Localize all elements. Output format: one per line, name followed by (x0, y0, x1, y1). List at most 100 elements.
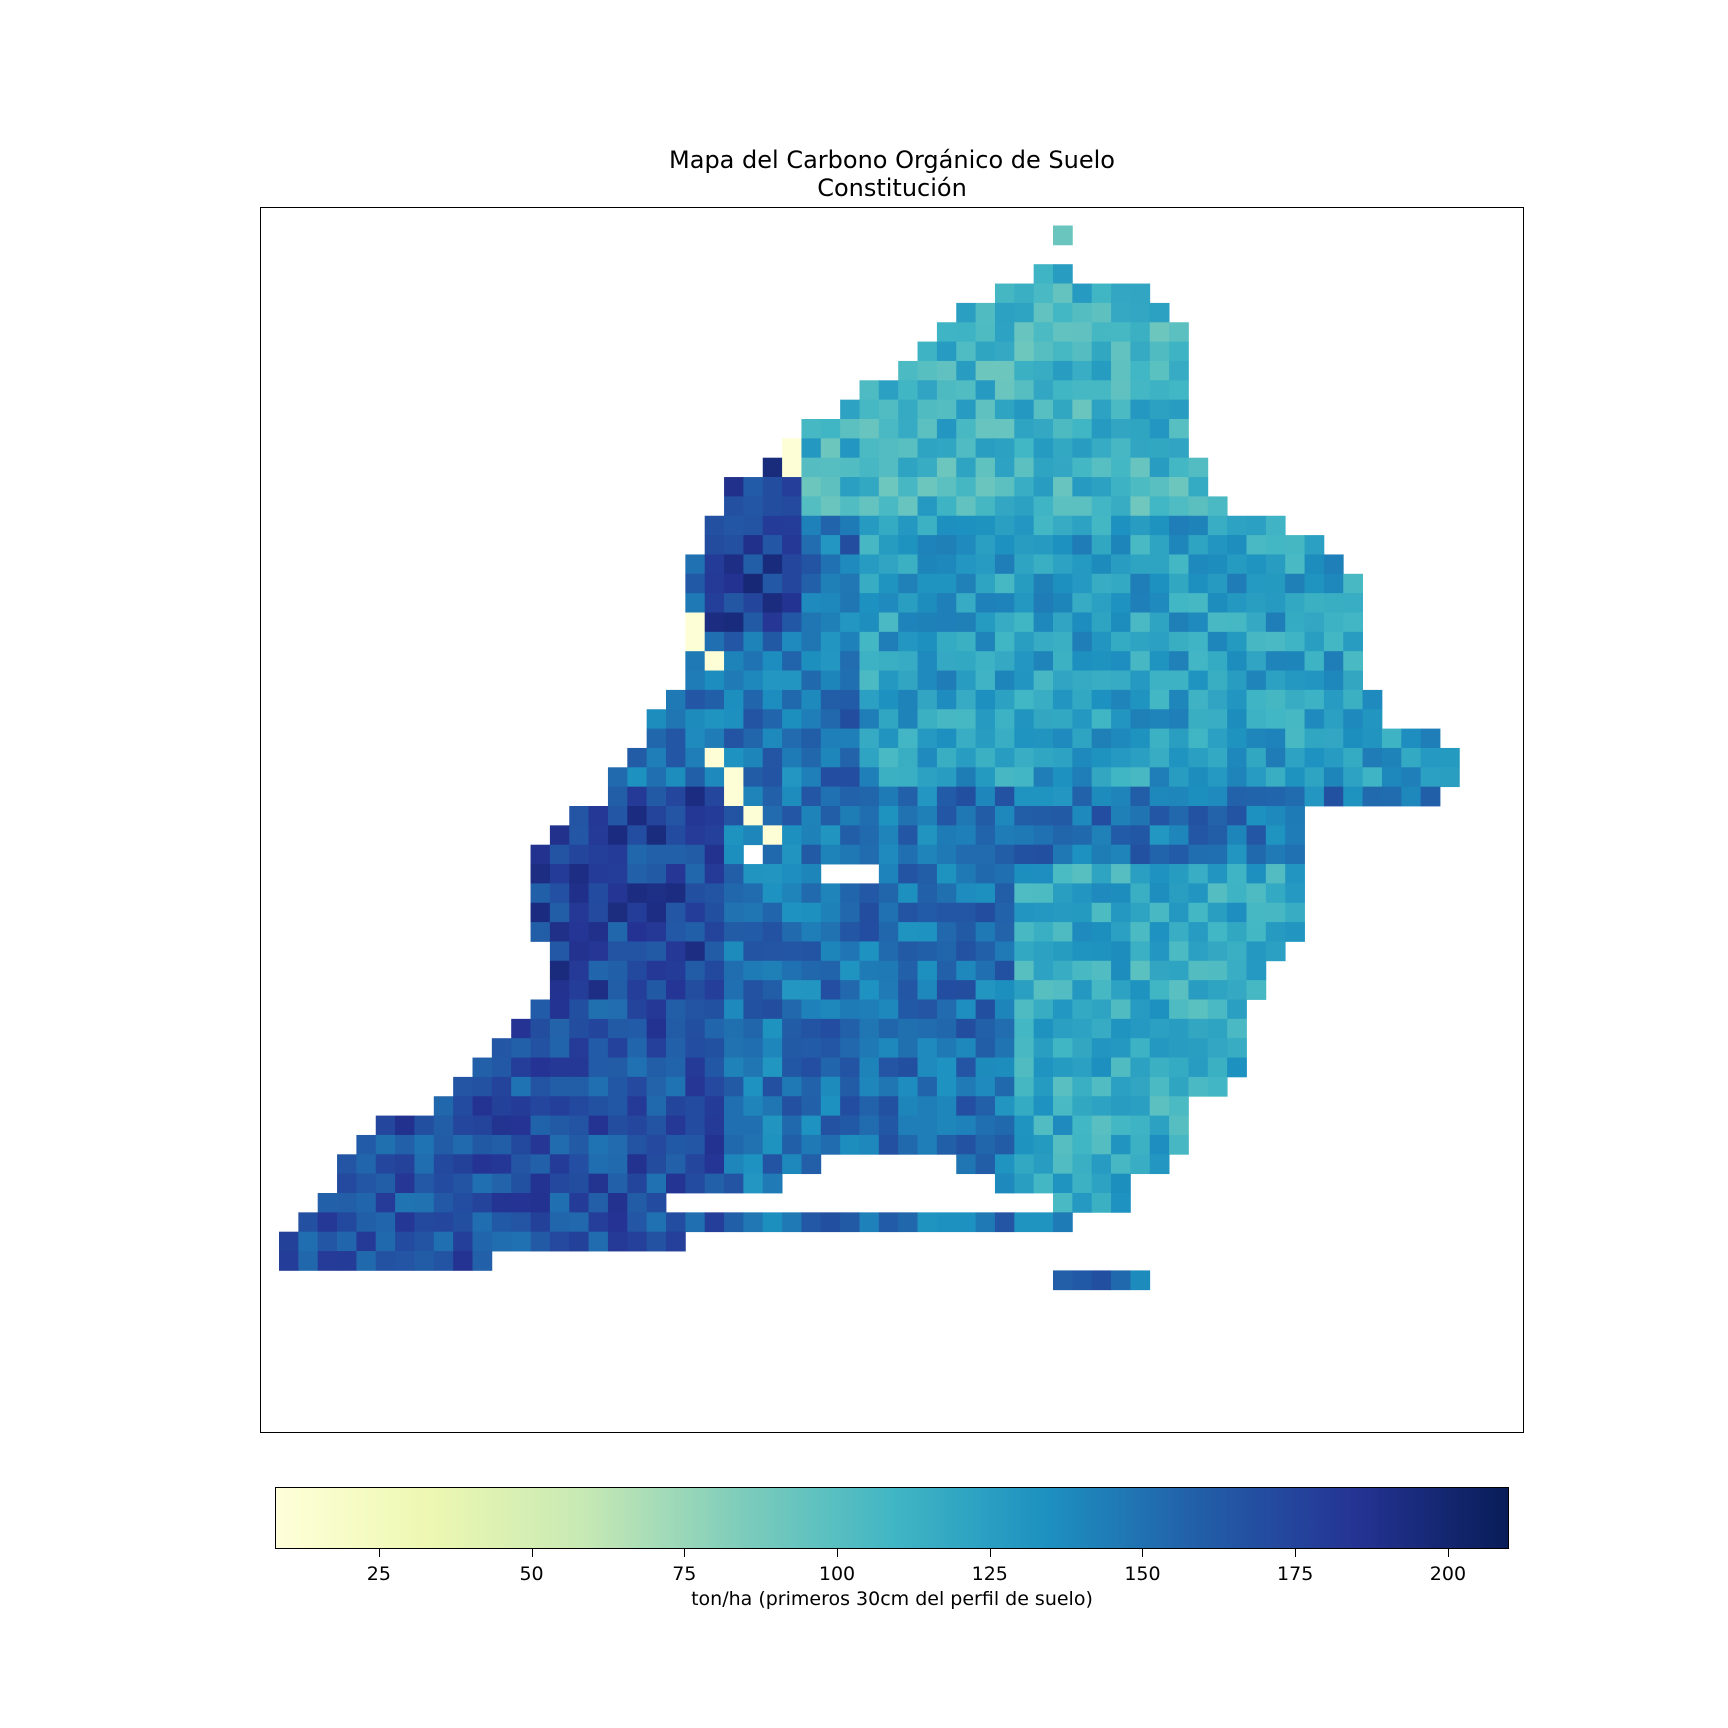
map-cell (1381, 728, 1402, 749)
map-cell (1188, 767, 1209, 788)
map-cell (704, 1076, 725, 1097)
map-cell (1072, 477, 1093, 497)
map-cell (975, 1115, 996, 1136)
map-cell (898, 980, 918, 1000)
map-cell (1285, 554, 1305, 575)
map-cell (975, 941, 996, 962)
map-cell (956, 496, 976, 517)
map-cell (762, 1057, 783, 1078)
map-cell (704, 631, 725, 652)
map-cell (1149, 941, 1170, 962)
map-cell (1111, 535, 1131, 555)
map-cell (801, 438, 822, 459)
map-cell (704, 960, 725, 981)
map-cell (1130, 360, 1151, 381)
map-cell (704, 999, 725, 1020)
map-cell (1130, 477, 1151, 497)
map-cell (395, 1134, 415, 1155)
map-cell (1072, 457, 1093, 478)
map-cell (1111, 980, 1131, 1000)
map-cell (1130, 573, 1151, 594)
map-cell (898, 535, 918, 555)
map-cell (898, 902, 918, 923)
map-cell (1091, 419, 1112, 439)
map-cell (724, 1057, 744, 1078)
map-cell (840, 496, 860, 517)
map-cell (1091, 554, 1112, 575)
map-cell (666, 902, 686, 923)
map-cell (704, 864, 725, 884)
map-cell (704, 825, 725, 846)
map-cell (820, 419, 841, 439)
map-cell (1227, 806, 1247, 826)
map-cell (1207, 1057, 1228, 1078)
map-cell (936, 1096, 957, 1116)
map-cell (898, 1057, 918, 1078)
map-cell (1053, 535, 1073, 555)
map-cell (724, 786, 744, 807)
map-cell (820, 999, 841, 1020)
map-cell (782, 477, 802, 497)
map-cell (1111, 419, 1131, 439)
map-cell (994, 825, 1015, 846)
map-cell (1072, 515, 1093, 536)
map-cell (685, 689, 706, 710)
map-cell (1053, 1076, 1073, 1097)
map-cell (1091, 438, 1112, 459)
map-cell (1323, 651, 1344, 671)
map-cell (801, 747, 822, 768)
map-cell (840, 1076, 860, 1097)
map-cell (627, 1018, 648, 1039)
map-cell (1091, 457, 1112, 478)
map-cell (1033, 380, 1054, 401)
map-cell (917, 1115, 938, 1136)
map-cell (1246, 786, 1267, 807)
map-cell (704, 1212, 725, 1233)
map-cell (1072, 767, 1093, 788)
map-cell (1188, 670, 1209, 691)
map-cell (530, 1076, 551, 1097)
map-cell (820, 535, 841, 555)
map-cell (956, 1018, 976, 1039)
colorbar-tick-label: 100 (818, 1563, 856, 1585)
map-cell (1091, 689, 1112, 710)
map-cell (956, 1096, 976, 1116)
map-cell (588, 922, 609, 942)
map-cell (1033, 767, 1054, 788)
map-cell (1440, 767, 1460, 788)
map-cell (569, 883, 589, 904)
map-cell (1285, 786, 1305, 807)
map-cell (1091, 806, 1112, 826)
map-cell (1111, 960, 1131, 981)
map-cell (530, 922, 551, 942)
map-cell (898, 1115, 918, 1136)
map-cell (1091, 980, 1112, 1000)
map-cell (685, 786, 706, 807)
map-cell (414, 1154, 435, 1175)
map-cell (1130, 1057, 1151, 1078)
map-cell (859, 960, 880, 981)
map-cell (472, 1173, 493, 1194)
map-cell (1246, 689, 1267, 710)
map-cell (627, 1231, 648, 1252)
map-cell (491, 1134, 512, 1155)
map-cell (762, 1038, 783, 1058)
map-cell (1091, 1038, 1112, 1058)
map-cell (820, 612, 841, 633)
map-cell (1169, 1134, 1189, 1155)
map-cell (646, 922, 667, 942)
map-cell (1111, 786, 1131, 807)
map-cell (994, 631, 1015, 652)
map-cell (1033, 980, 1054, 1000)
map-cell (1111, 670, 1131, 691)
map-cell (1130, 457, 1151, 478)
map-cell (1053, 767, 1073, 788)
map-cell (646, 767, 667, 788)
map-cell (1130, 999, 1151, 1020)
map-cell (820, 747, 841, 768)
map-cell (1265, 825, 1286, 846)
map-cell (1014, 477, 1035, 497)
map-cell (1014, 747, 1035, 768)
map-cell (491, 1076, 512, 1097)
map-cell (1207, 767, 1228, 788)
